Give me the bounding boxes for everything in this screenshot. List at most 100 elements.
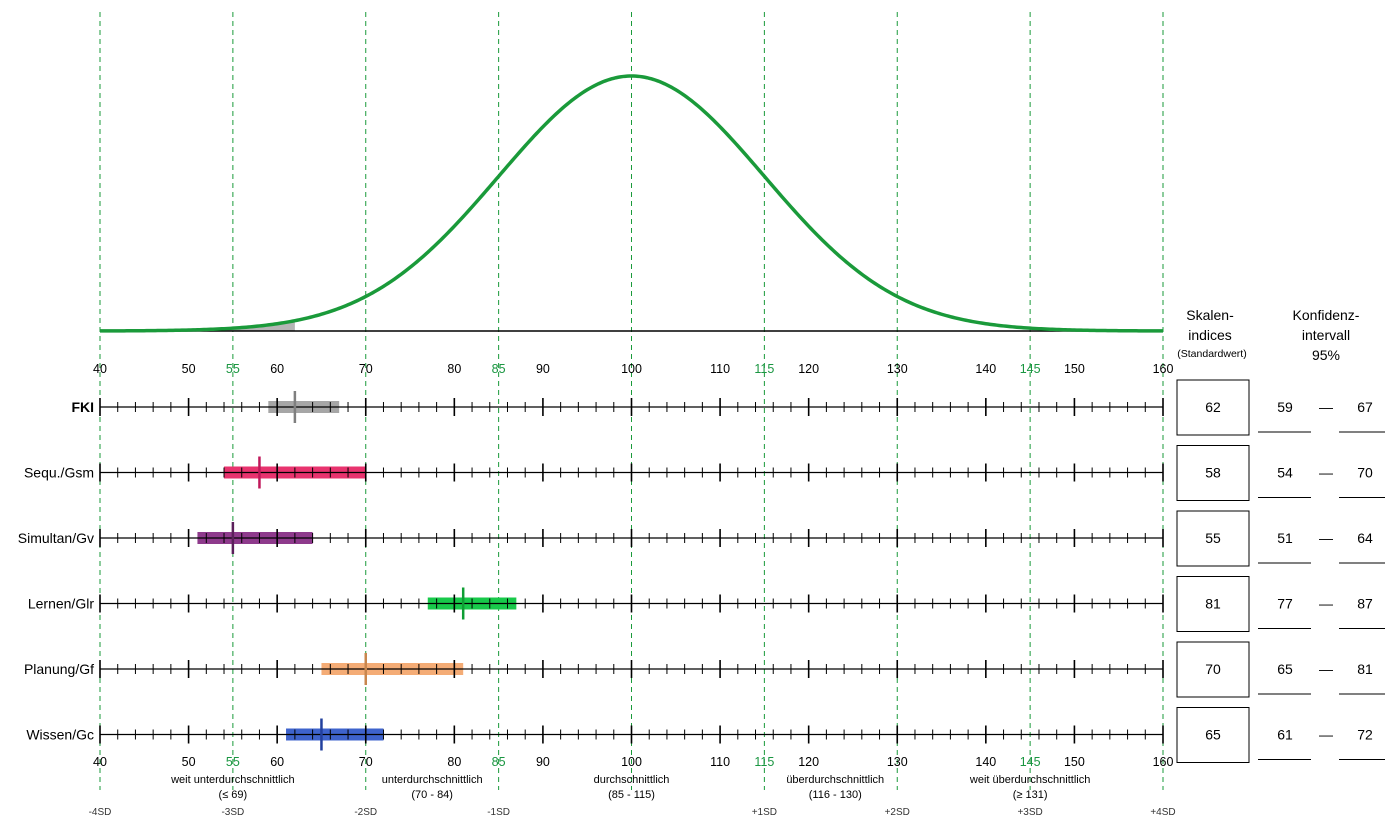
bottom-tick-label: 40 bbox=[93, 755, 107, 769]
ci-upper: 72 bbox=[1357, 727, 1373, 743]
top-tick-label-highlight: 145 bbox=[1020, 362, 1041, 376]
ci-lower: 77 bbox=[1277, 596, 1293, 612]
category-range-label: (≤ 69) bbox=[219, 789, 248, 801]
scale-row-label: Wissen/Gc bbox=[26, 727, 94, 743]
top-tick-label: 110 bbox=[710, 362, 730, 376]
sd-label: -1SD bbox=[487, 807, 510, 818]
bottom-tick-label: 50 bbox=[182, 755, 196, 769]
scale-row-label: Planung/Gf bbox=[24, 661, 94, 677]
top-tick-label: 50 bbox=[182, 362, 196, 376]
top-tick-label: 40 bbox=[93, 362, 107, 376]
skalen-header-line1: Skalen- bbox=[1186, 307, 1234, 323]
sd-label: -3SD bbox=[221, 807, 244, 818]
ci-upper: 87 bbox=[1357, 596, 1373, 612]
category-range-label: (70 - 84) bbox=[411, 789, 453, 801]
scale-row: Wissen/Gc bbox=[26, 718, 1164, 751]
bottom-tick-label: 80 bbox=[447, 755, 461, 769]
skalen-header-line2: indices bbox=[1188, 327, 1232, 343]
score-box bbox=[1176, 510, 1250, 567]
sd-label: +4SD bbox=[1150, 807, 1175, 818]
top-tick-label: 80 bbox=[447, 362, 461, 376]
sd-label: +2SD bbox=[885, 807, 910, 818]
category-label: unterdurchschnittlich bbox=[382, 774, 483, 786]
ci-dash: — bbox=[1319, 399, 1333, 415]
top-tick-label: 90 bbox=[536, 362, 550, 376]
bottom-tick-label: 120 bbox=[798, 755, 819, 769]
top-tick-label: 60 bbox=[270, 362, 284, 376]
scale-row-label: Simultan/Gv bbox=[18, 530, 94, 546]
ci-dash: — bbox=[1319, 596, 1333, 612]
bottom-tick-label: 110 bbox=[710, 755, 730, 769]
top-tick-label: 140 bbox=[975, 362, 996, 376]
top-tick-label: 130 bbox=[887, 362, 908, 376]
ci-dash: — bbox=[1319, 727, 1333, 743]
bottom-tick-label: 130 bbox=[887, 755, 908, 769]
scale-row-label: Lernen/Glr bbox=[28, 596, 94, 612]
top-axis-labels: 40 50 60 70 80 90 100 110 120 130 140 150 160 55 85 115… bbox=[93, 362, 1173, 376]
score-box bbox=[1176, 379, 1250, 436]
bottom-axis-labels: 40 50 60 70 80 90 100 110 120 130 140 150 160 55 85 115… bbox=[89, 755, 1176, 818]
sd-label: +3SD bbox=[1017, 807, 1042, 818]
category-label: weit unterdurchschnittlich bbox=[170, 774, 295, 786]
score-value: 58 bbox=[1205, 465, 1221, 481]
score-box bbox=[1176, 707, 1250, 763]
konfidenz-header-line3: 95% bbox=[1312, 347, 1340, 363]
sd-label: +1SD bbox=[752, 807, 777, 818]
score-box bbox=[1176, 445, 1250, 501]
scale-rows: FKI Sequ./Gsm Simultan/Gv Lernen/Glr Planung… bbox=[18, 391, 1164, 751]
bottom-tick-label: 90 bbox=[536, 755, 550, 769]
scale-row-label: Sequ./Gsm bbox=[24, 465, 94, 481]
bottom-tick-label: 70 bbox=[359, 755, 373, 769]
ci-lower: 51 bbox=[1277, 530, 1293, 546]
side-row: 55 51 — 64 bbox=[1176, 510, 1385, 567]
ci-upper: 67 bbox=[1357, 399, 1373, 415]
score-value: 55 bbox=[1205, 530, 1221, 546]
konfidenz-header-line2: intervall bbox=[1302, 327, 1350, 343]
scale-row: FKI bbox=[71, 391, 1164, 423]
ci-lower: 61 bbox=[1277, 727, 1293, 743]
bottom-tick-label: 160 bbox=[1153, 755, 1174, 769]
scale-row: Lernen/Glr bbox=[28, 587, 1164, 620]
top-tick-label: 70 bbox=[359, 362, 373, 376]
score-value: 81 bbox=[1205, 596, 1221, 612]
category-range-label: (116 - 130) bbox=[809, 789, 862, 801]
scale-row: Sequ./Gsm bbox=[24, 456, 1164, 489]
bottom-tick-label-highlight: 115 bbox=[754, 755, 774, 769]
ci-lower: 54 bbox=[1277, 465, 1293, 481]
category-range-label: (≥ 131) bbox=[1013, 789, 1048, 801]
normal-curve-line bbox=[100, 74, 1163, 333]
score-value: 65 bbox=[1205, 727, 1221, 743]
scale-row: Simultan/Gv bbox=[18, 522, 1164, 554]
bottom-tick-label: 140 bbox=[975, 755, 996, 769]
category-range-label: (85 - 115) bbox=[608, 789, 655, 801]
sd-label: -2SD bbox=[354, 807, 377, 818]
scale-row-label: FKI bbox=[71, 399, 94, 415]
normal-curve-group bbox=[100, 74, 1163, 333]
konfidenz-header-line1: Konfidenz- bbox=[1293, 307, 1360, 323]
top-tick-label: 100 bbox=[621, 362, 642, 376]
ci-upper: 64 bbox=[1357, 530, 1373, 546]
side-table: Skalen-indices (Standardwert) Konfidenz-in… bbox=[1176, 307, 1385, 763]
bottom-tick-label-highlight: 55 bbox=[226, 755, 240, 769]
ci-upper: 81 bbox=[1357, 661, 1373, 677]
category-label: überdurchschnittlich bbox=[786, 774, 884, 786]
bottom-tick-label: 60 bbox=[270, 755, 284, 769]
bottom-tick-label-highlight: 145 bbox=[1020, 755, 1041, 769]
scale-row: Planung/Gf bbox=[24, 653, 1164, 685]
skalen-header-line3: (Standardwert) bbox=[1177, 348, 1246, 360]
score-box bbox=[1176, 576, 1250, 632]
bottom-tick-label: 150 bbox=[1064, 755, 1085, 769]
top-tick-label: 160 bbox=[1153, 362, 1174, 376]
side-row: 81 77 — 87 bbox=[1176, 576, 1385, 632]
category-label: weit überdurchschnittlich bbox=[969, 774, 1090, 786]
category-label: durchschnittlich bbox=[594, 774, 670, 786]
bottom-tick-label-highlight: 85 bbox=[492, 755, 506, 769]
ci-lower: 65 bbox=[1277, 661, 1293, 677]
ci-upper: 70 bbox=[1357, 465, 1373, 481]
top-tick-label: 150 bbox=[1064, 362, 1085, 376]
sd-label: -4SD bbox=[89, 807, 112, 818]
score-value: 62 bbox=[1205, 399, 1221, 415]
side-row: 62 59 — 67 bbox=[1176, 379, 1385, 436]
top-tick-label-highlight: 85 bbox=[492, 362, 506, 376]
